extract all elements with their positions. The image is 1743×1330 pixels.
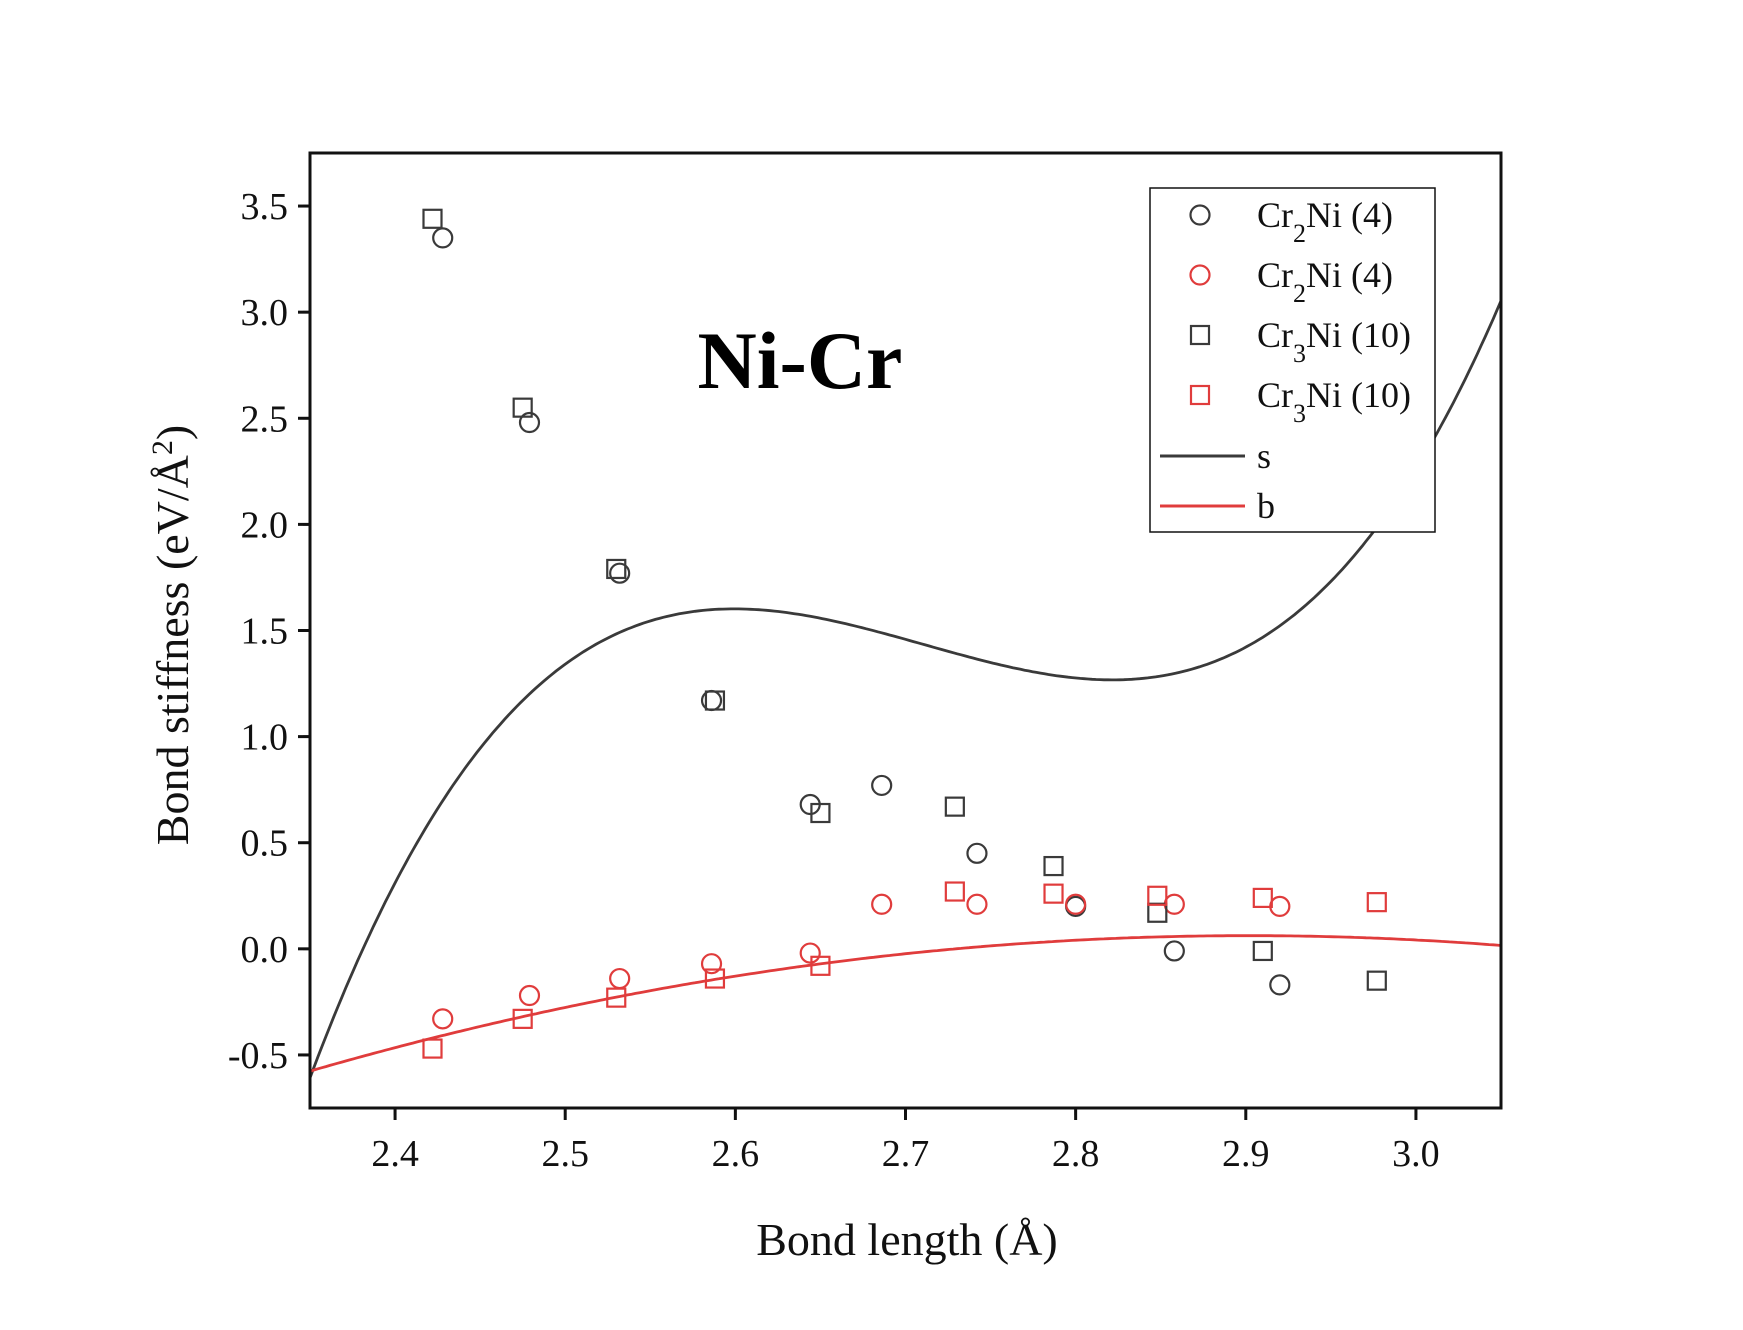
data-point-square	[1252, 940, 1273, 962]
data-point-circle	[609, 562, 631, 584]
data-point-circle	[700, 953, 723, 975]
data-point-square	[810, 955, 831, 976]
data-point-square	[1147, 885, 1168, 906]
data-point-circle	[1163, 940, 1185, 962]
y-axis-title-main: Bond stiffness (eV/Å	[147, 455, 198, 845]
x-tick-label: 2.4	[371, 1133, 419, 1175]
data-point-circle	[518, 984, 541, 1007]
y-axis-title-end: )	[147, 425, 198, 440]
data-point-circle	[1065, 893, 1087, 915]
y-tick-label: -0.5	[228, 1035, 288, 1077]
legend-label-pre: Cr	[1257, 375, 1293, 415]
fit-curve-b	[310, 934, 1501, 1073]
data-point-circle	[871, 774, 893, 797]
data-point-square	[810, 802, 831, 824]
legend-label: Cr3Ni (10)	[1257, 375, 1411, 428]
data-point-square	[606, 558, 627, 580]
data-point-circle	[871, 893, 893, 915]
chart-annotation: Ni-Cr	[698, 315, 903, 406]
legend-label: Cr2Ni (4)	[1257, 255, 1393, 308]
data-point-square	[1366, 892, 1387, 913]
data-point-square	[606, 987, 627, 1008]
data-markers	[422, 208, 1387, 1059]
x-tick-label: 2.7	[882, 1133, 930, 1175]
x-tick-label: 2.9	[1222, 1133, 1270, 1175]
data-point-circle	[432, 227, 454, 249]
data-point-square	[512, 397, 533, 418]
data-point-circle	[799, 942, 821, 964]
x-tick-label: 2.6	[712, 1133, 760, 1175]
y-tick-label: 3.5	[241, 186, 289, 228]
y-tick-label: 2.5	[241, 398, 289, 440]
y-tick-label: 1.5	[241, 611, 289, 653]
x-tick-label: 3.0	[1392, 1133, 1440, 1175]
legend-label-sub: 3	[1293, 339, 1306, 368]
y-axis-title-sup: 2	[146, 440, 179, 455]
legend-label-post: Ni (4)	[1306, 195, 1393, 235]
data-point-square	[422, 208, 443, 229]
legend-label-sub: 2	[1293, 219, 1306, 248]
fit-curve-s	[310, 300, 1501, 1079]
legend: Cr2Ni (4)Cr2Ni (4)Cr3Ni (10)Cr3Ni (10)sb	[1149, 187, 1436, 533]
legend-marker-square	[1189, 324, 1211, 346]
data-point-circle	[518, 411, 541, 434]
legend-marker-square	[1189, 384, 1211, 406]
data-point-circle	[966, 842, 988, 864]
legend-label-pre: Cr	[1257, 255, 1293, 295]
y-tick-label: 0.0	[241, 929, 289, 971]
data-point-square	[1043, 883, 1064, 904]
y-tick-label: 2.0	[241, 504, 289, 546]
y-tick-label: 3.0	[241, 292, 289, 334]
data-point-square	[704, 690, 726, 711]
y-tick-label: 0.5	[241, 823, 289, 865]
x-tick-label: 2.5	[541, 1133, 589, 1175]
fit-curves	[310, 300, 1501, 1079]
data-point-square	[944, 796, 965, 817]
data-point-circle	[966, 893, 988, 915]
legend-marker-circle	[1189, 204, 1211, 226]
legend-box	[1149, 187, 1436, 533]
data-point-square	[1366, 970, 1387, 991]
y-axis-title: Bond stiffness (eV/Å2)	[146, 425, 199, 845]
x-tick-label: 2.8	[1052, 1133, 1100, 1175]
legend-marker-circle	[1189, 264, 1211, 286]
legend-label-pre: Cr	[1257, 195, 1293, 235]
legend-label-post: Ni (10)	[1306, 375, 1411, 415]
data-point-square	[1043, 855, 1064, 877]
legend-label-sub: 3	[1293, 399, 1306, 428]
y-tick-label: 1.0	[241, 717, 289, 759]
legend-label-b: b	[1257, 486, 1275, 526]
data-point-circle	[1269, 974, 1291, 996]
data-point-square	[512, 1008, 533, 1029]
axis-ticks: 2.4 2.5 2.6 2.7 2.8 2.9 3.0 -0.5 0.0 0.5 1.0 1.5 2.0…	[228, 186, 1440, 1175]
data-point-square	[704, 968, 726, 989]
legend-label-post: Ni (4)	[1306, 255, 1393, 295]
legend-label: Cr2Ni (4)	[1257, 195, 1393, 248]
data-point-circle	[432, 1008, 454, 1030]
legend-label-sub: 2	[1293, 279, 1306, 308]
data-point-square	[944, 881, 965, 902]
data-point-square	[1252, 887, 1273, 909]
x-axis-title: Bond length (Å)	[756, 1214, 1058, 1265]
data-point-square	[422, 1038, 443, 1059]
legend-label-s: s	[1257, 436, 1271, 476]
legend-label-post: Ni (10)	[1306, 315, 1411, 355]
legend-label-pre: Cr	[1257, 315, 1293, 355]
legend-label: Cr3Ni (10)	[1257, 315, 1411, 368]
